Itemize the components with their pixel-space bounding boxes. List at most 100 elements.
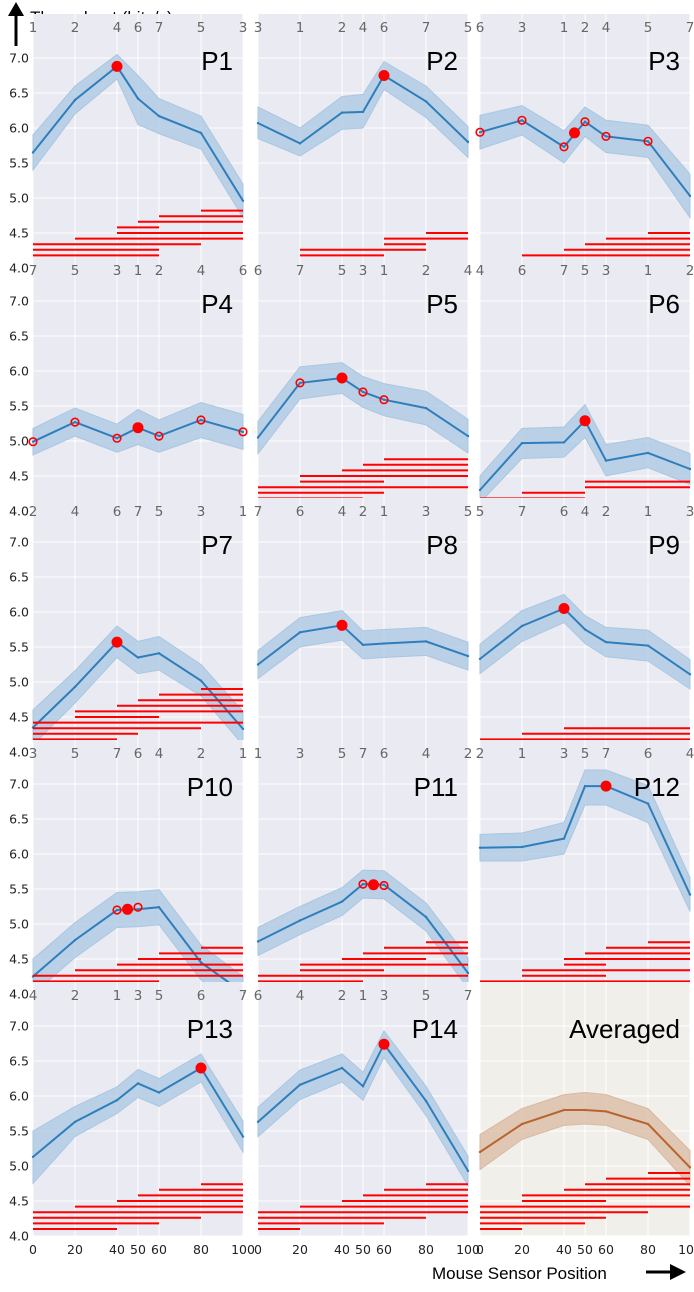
panel-title: P8 (426, 530, 458, 560)
data-point (256, 436, 260, 439)
data-point (688, 467, 692, 471)
panel-p9: 5 7 6 4 2 1 3 P9 (476, 498, 694, 753)
data-point (562, 145, 566, 149)
data-point (115, 1099, 119, 1102)
data-point (466, 434, 470, 438)
rank-tick-label: 1 (359, 988, 368, 1004)
data-point (73, 98, 77, 102)
rank-tick-label: 4 (29, 988, 38, 1004)
equivalent-marker (70, 417, 80, 427)
data-point (478, 657, 482, 661)
y-tick-label: 7.0 (9, 535, 29, 550)
rank-tick-label: 4 (464, 263, 473, 279)
data-point (256, 940, 260, 943)
data-point (31, 151, 35, 154)
rank-tick-label: 2 (71, 20, 80, 36)
rank-tick-label: 6 (560, 504, 569, 520)
rank-tick-label: 6 (134, 746, 143, 762)
rank-tick-label: 1 (380, 263, 389, 279)
rank-tick-label: 7 (464, 988, 473, 1004)
confidence-band (32, 53, 244, 220)
rank-tick-label: 5 (464, 504, 473, 520)
equivalent-marker (517, 115, 527, 125)
equivalent-marker (238, 427, 248, 437)
y-tick-label: 7.0 (9, 294, 29, 309)
data-point (73, 685, 77, 689)
rank-tick-label: 5 (338, 263, 347, 279)
data-point (382, 642, 386, 645)
data-point (157, 906, 161, 909)
data-point (382, 883, 386, 886)
rank-tick-label: 5 (155, 504, 164, 520)
x-tick-label: 40 (334, 1242, 350, 1257)
rank-tick-label: 1 (296, 20, 305, 36)
x-tick-label: 50 (130, 1242, 146, 1257)
panel-title: P9 (648, 530, 680, 560)
panel-title: P1 (201, 46, 233, 76)
data-point (646, 1122, 650, 1126)
rank-tick-label: 5 (155, 988, 164, 1004)
rank-tick-label: 4 (476, 263, 485, 279)
data-point (478, 846, 482, 849)
panel-title: P4 (201, 289, 233, 319)
data-point (157, 652, 161, 655)
y-tick-label: 6.5 (9, 1054, 29, 1069)
data-point (199, 418, 203, 422)
data-point (298, 381, 302, 385)
rank-tick-label: 3 (296, 746, 305, 762)
rank-tick-label: 4 (338, 504, 347, 520)
rank-tick-label: 6 (134, 20, 143, 36)
data-point (466, 140, 470, 144)
panel-p2: 3 1 2 4 6 7 5 P2 (254, 14, 472, 269)
data-point (478, 1150, 482, 1154)
confidence-band (479, 769, 691, 912)
y-tick-label: 6.5 (9, 570, 29, 585)
panel-title: P2 (426, 46, 458, 76)
equivalent-marker (28, 437, 38, 447)
x-tick-label: 0 (476, 1242, 484, 1257)
rank-tick-label: 6 (380, 20, 389, 36)
rank-tick-label: 3 (560, 746, 569, 762)
data-point (520, 845, 524, 849)
y-tick-label: 4.5 (9, 710, 29, 725)
x-tick-label: 50 (577, 1242, 593, 1257)
rank-tick-label: 3 (686, 504, 694, 520)
x-tick-label: 20 (67, 1242, 83, 1257)
y-tick-label: 5.5 (9, 399, 29, 414)
y-tick-label: 5.0 (9, 917, 29, 932)
data-point (241, 1135, 245, 1138)
rank-tick-label: 3 (197, 504, 206, 520)
rank-tick-label: 2 (476, 746, 485, 762)
data-point (157, 1091, 161, 1094)
y-tick-label: 5.5 (9, 156, 29, 171)
data-point (583, 1108, 587, 1112)
data-point (688, 194, 692, 198)
data-point (604, 459, 608, 462)
panel-p8: 7 6 4 2 1 3 5 P8 (254, 498, 473, 753)
rank-tick-label: 7 (359, 746, 368, 762)
rank-tick-label: 4 (71, 504, 80, 520)
data-point (136, 656, 140, 659)
rank-tick-label: 6 (296, 504, 305, 520)
confidence-band (257, 1029, 469, 1188)
data-point (583, 628, 587, 631)
rank-tick-label: 1 (239, 504, 248, 520)
rank-tick-label: 6 (113, 504, 122, 520)
optimum-marker (378, 70, 390, 81)
data-point (646, 140, 650, 143)
data-point (361, 110, 365, 114)
rank-tick-label: 7 (239, 988, 248, 1004)
rank-tick-label: 5 (422, 988, 431, 1004)
panel-title: P7 (201, 530, 233, 560)
y-tick-label: 4.0 (9, 745, 29, 760)
rank-tick-label: 5 (476, 504, 485, 520)
x-tick-label: 60 (151, 1242, 167, 1257)
data-point (646, 451, 650, 455)
equivalent-marker (295, 378, 305, 388)
y-tick-label: 7.0 (9, 777, 29, 792)
data-point (298, 1083, 302, 1087)
rank-tick-label: 6 (644, 746, 653, 762)
optimum-marker (122, 903, 133, 915)
rank-tick-label: 3 (239, 20, 248, 36)
